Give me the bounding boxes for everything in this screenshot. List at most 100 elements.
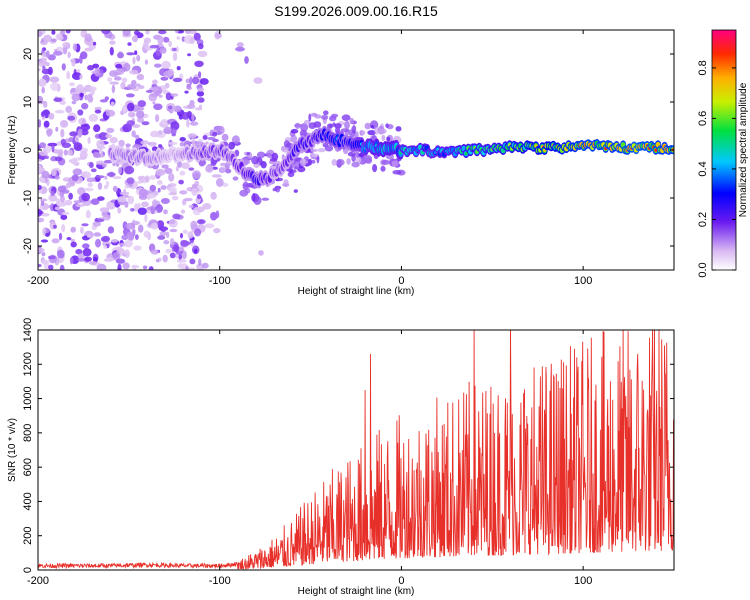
noise-blob xyxy=(137,117,144,123)
noise-blob xyxy=(93,124,101,133)
y-tick-label: 800 xyxy=(22,424,34,442)
noise-blob xyxy=(199,78,209,85)
noise-blob xyxy=(148,266,154,270)
noise-blob xyxy=(163,36,170,43)
noise-blob xyxy=(308,158,313,166)
noise-blob xyxy=(43,146,47,155)
ridge-core-blob xyxy=(464,152,468,156)
noise-blob xyxy=(75,203,85,208)
noise-blob xyxy=(90,168,97,173)
noise-blob xyxy=(70,226,76,233)
noise-blob xyxy=(53,224,57,229)
noise-blob xyxy=(391,160,399,167)
noise-blob xyxy=(124,184,130,189)
noise-blob xyxy=(168,172,175,182)
noise-blob xyxy=(155,114,160,123)
colorbar-tick-label: 0.0 xyxy=(697,262,709,277)
noise-blob xyxy=(160,119,169,126)
noise-blob xyxy=(310,112,318,117)
noise-blob xyxy=(81,102,89,110)
noise-blob xyxy=(38,164,42,173)
noise-blob xyxy=(68,192,73,200)
noise-blob xyxy=(220,162,228,167)
noise-blob xyxy=(53,50,63,56)
noise-blob xyxy=(311,153,319,158)
noise-blob xyxy=(54,206,61,211)
noise-blob xyxy=(283,140,290,148)
colorbar-tick-label: 0.4 xyxy=(697,161,709,176)
noise-blob xyxy=(44,155,49,160)
noise-blob xyxy=(138,188,148,198)
noise-blob xyxy=(246,152,250,156)
noise-blob xyxy=(211,174,222,178)
noise-blob xyxy=(107,77,113,82)
noise-blob xyxy=(115,246,123,250)
noise-blob xyxy=(126,177,135,185)
noise-blob xyxy=(80,129,89,136)
noise-blob xyxy=(253,77,263,84)
noise-blob xyxy=(191,113,195,122)
noise-blob xyxy=(198,104,203,110)
noise-blob xyxy=(71,58,76,67)
noise-blob xyxy=(172,77,183,83)
noise-blob xyxy=(112,162,116,167)
noise-blob xyxy=(53,97,63,103)
noise-blob xyxy=(194,60,204,67)
noise-blob xyxy=(131,35,139,43)
noise-blob xyxy=(122,104,127,114)
noise-blob xyxy=(228,141,236,150)
noise-blob xyxy=(84,84,93,92)
noise-blob xyxy=(71,72,82,80)
noise-blob xyxy=(160,185,167,190)
noise-blob xyxy=(43,120,50,128)
noise-blob xyxy=(80,124,91,131)
noise-blob xyxy=(163,126,173,135)
noise-blob xyxy=(93,232,102,237)
spectrogram-heat-layer xyxy=(38,30,674,270)
noise-blob xyxy=(235,46,245,52)
noise-blob xyxy=(65,182,71,189)
colorbar-gradient xyxy=(711,29,737,271)
noise-blob xyxy=(198,159,207,166)
noise-blob xyxy=(144,175,150,182)
noise-blob xyxy=(115,258,126,264)
noise-blob xyxy=(317,148,326,153)
noise-blob xyxy=(56,249,65,259)
noise-blob xyxy=(136,73,145,81)
noise-blob xyxy=(104,96,110,101)
noise-blob xyxy=(58,149,64,156)
noise-blob xyxy=(112,176,122,180)
noise-blob xyxy=(125,93,135,98)
ridge-core-blob xyxy=(654,148,658,152)
noise-blob xyxy=(134,134,140,140)
noise-blob xyxy=(303,120,311,125)
noise-blob xyxy=(67,51,71,59)
noise-blob xyxy=(96,139,105,149)
noise-blob xyxy=(179,170,186,176)
noise-blob xyxy=(197,97,205,103)
noise-blob xyxy=(42,227,47,236)
noise-blob xyxy=(331,159,338,166)
x-tick-label: -100 xyxy=(209,575,231,587)
noise-blob xyxy=(157,180,163,185)
noise-blob xyxy=(144,213,148,223)
noise-blob xyxy=(198,258,202,267)
noise-blob xyxy=(44,61,50,67)
noise-blob xyxy=(202,135,208,140)
noise-blob xyxy=(87,65,95,71)
noise-blob xyxy=(38,217,45,223)
noise-blob xyxy=(117,207,122,214)
noise-blob xyxy=(310,148,318,153)
noise-blob xyxy=(95,238,101,248)
noise-blob xyxy=(95,160,105,165)
noise-blob xyxy=(38,158,43,162)
noise-blob xyxy=(187,103,196,109)
colorbar-tick-label: 0.8 xyxy=(697,60,709,75)
noise-blob xyxy=(96,263,107,270)
noise-blob xyxy=(173,244,180,253)
noise-blob xyxy=(123,240,133,248)
noise-blob xyxy=(181,162,190,169)
noise-blob xyxy=(109,46,114,56)
noise-blob xyxy=(115,63,123,69)
noise-blob xyxy=(55,126,59,132)
